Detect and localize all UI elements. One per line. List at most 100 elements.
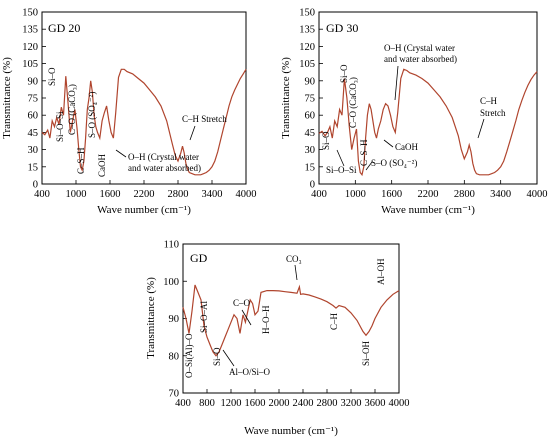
gd20-y-tick-label: 45 <box>28 128 39 139</box>
gd30-x-tick-label: 2800 <box>454 189 475 200</box>
gd20-y-tick-label: 30 <box>28 145 39 156</box>
gd-ann-o-si-al-o: O–Si(Al)–O <box>184 333 194 378</box>
gd-x-tick-label: 3200 <box>341 398 362 409</box>
gd20-ann-s-o: S–O (SO₄⁻²) <box>87 92 97 138</box>
gd20-y-tick-label: 105 <box>22 59 38 70</box>
gd30-x-tick-label: 1600 <box>381 189 402 200</box>
gd-ann-si-o: Si–O <box>212 347 222 366</box>
gd20-x-tick-label: 2800 <box>168 189 189 200</box>
gd-ann-al-oh: Al–OH <box>376 258 386 285</box>
gd30-x-tick-label: 3400 <box>490 189 511 200</box>
gd20-y-axis-label: Transmittance (%) <box>1 57 13 139</box>
gd-co3-arrow <box>294 264 298 281</box>
gd-ann-si-oh: Si–OH <box>361 340 371 366</box>
gd-ann-c-h: C–H <box>329 312 339 330</box>
gd30-y-tick-label: 75 <box>305 94 316 105</box>
gd30-x-axis-label: Wave number (cm⁻¹) <box>381 204 475 216</box>
gd20-y-tick-label: 15 <box>28 162 39 173</box>
gd30-x-tick-label: 4000 <box>527 189 548 200</box>
gd30-spectrum-line <box>318 68 538 177</box>
gd30-ann-oh-1: O–H (Crystal water <box>384 43 455 53</box>
gd20-y-tick-label: 120 <box>22 42 38 53</box>
gd-x-tick-label: 3600 <box>365 398 386 409</box>
gd20-y-tick-label: 60 <box>28 111 39 122</box>
gd-x-tick-label: 2400 <box>293 398 314 409</box>
gd30-y-tick-label: 30 <box>305 145 316 156</box>
gd-y-tick-label: 80 <box>169 351 180 362</box>
gd30-y-tick-label: 105 <box>299 59 315 70</box>
gd20-ann-oh-1: O–H (Crystal water <box>128 152 199 162</box>
gd20-x-tick-label: 1600 <box>100 189 121 200</box>
gd-y-tick-label: 70 <box>169 389 180 400</box>
gd-plot-frame <box>182 243 400 394</box>
gd30-y-axis: 0 15 30 45 60 75 90 105 120 135 150 <box>299 8 323 191</box>
gd20-ann-c-s-h: C–S–H <box>76 147 86 174</box>
gd-x-tick-label: 1600 <box>245 398 266 409</box>
panel-gd20: 400 1000 1600 2200 2800 3400 4000 0 15 30 45 60 75 9… <box>1 8 257 217</box>
gd-y-axis-label: Transmittance (%) <box>145 277 157 359</box>
gd20-x-tick-label: 1000 <box>66 189 87 200</box>
gd30-y-tick-label: 90 <box>305 76 316 87</box>
panel-gd30: 400 1000 1600 2200 2800 3400 4000 0 15 30 45 60 75 9… <box>280 8 548 217</box>
gd20-ann-si-o: Si–O <box>47 67 57 86</box>
gd-x-tick-label: 4000 <box>389 398 410 409</box>
gd20-oh-arrow <box>115 149 127 158</box>
gd30-ann-si-o-si: Si–O–Si <box>326 165 357 175</box>
gd20-x-tick-label: 400 <box>34 189 50 200</box>
gd20-ann-si-o-si: Si–O–Si <box>55 111 65 142</box>
gd30-panel-title: GD 30 <box>326 21 358 35</box>
gd20-spectrum-line <box>41 68 247 176</box>
gd30-y-tick-label: 45 <box>305 128 316 139</box>
gd20-panel-title: GD 20 <box>48 21 80 35</box>
gd-x-axis-label: Wave number (cm⁻¹) <box>244 425 338 437</box>
gd-x-tick-label: 2800 <box>317 398 338 409</box>
gd20-ann-c-o: C–O (CaCO₃) <box>67 84 77 135</box>
gd-ann-c-o: C–O <box>233 298 251 308</box>
gd30-y-tick-label: 15 <box>305 162 316 173</box>
gd-alo-arrow <box>222 349 235 367</box>
gd30-y-tick-label: 0 <box>310 180 315 191</box>
gd20-y-tick-label: 135 <box>22 25 38 36</box>
gd20-ann-c-h: C–H Stretch <box>182 114 227 124</box>
gd30-ann-caoh: CaOH <box>395 142 418 152</box>
gd30-y-tick-label: 135 <box>299 25 315 36</box>
gd30-oh-arrow <box>394 65 399 101</box>
gd20-ann-oh-2: and water absorbed) <box>128 163 201 173</box>
gd20-y-tick-label: 150 <box>22 8 38 19</box>
gd30-x-tick-label: 1000 <box>345 189 366 200</box>
gd30-ann-c-h: C–H <box>480 96 498 106</box>
gd-ann-si-o-al: Si–O–Al <box>199 300 209 333</box>
gd30-ch-arrow <box>477 118 485 139</box>
gd30-ann-oh-2: and water absorbed) <box>384 54 457 64</box>
gd30-ann-stretch: Stretch <box>480 108 506 118</box>
gd-y-tick-label: 90 <box>169 314 180 325</box>
gd30-x-tick-label: 400 <box>311 189 327 200</box>
gd-x-tick-label: 800 <box>199 398 215 409</box>
gd20-x-axis-label: Wave number (cm⁻¹) <box>97 204 191 216</box>
gd-x-tick-label: 400 <box>175 398 191 409</box>
panel-gd: 400 800 1200 1600 2000 2400 2800 3200 3600 4000 7… <box>145 240 410 438</box>
gd30-ann-c-s-h: C–S–H <box>359 139 369 166</box>
gd20-ann-caoh: CaOH <box>97 154 107 177</box>
gd30-ann-s-o: S–O (SO₄⁻²) <box>371 158 417 168</box>
gd-ann-al-o-si-o: Al–O/Si–O <box>229 367 271 377</box>
gd-x-tick-label: 2000 <box>269 398 290 409</box>
gd30-y-tick-label: 150 <box>299 8 315 19</box>
gd30-y-tick-label: 60 <box>305 111 316 122</box>
gd20-x-axis: 400 1000 1600 2200 2800 3400 4000 <box>34 180 257 200</box>
gd20-y-tick-label: 90 <box>28 76 39 87</box>
gd-co-arrow <box>241 309 252 326</box>
gd-y-tick-label: 110 <box>164 240 179 251</box>
gd30-y-axis-label: Transmittance (%) <box>280 57 292 139</box>
gd-x-axis: 400 800 1200 1600 2000 2400 2800 3200 3600 4000 <box>175 389 410 409</box>
gd30-y-tick-label: 120 <box>299 42 315 53</box>
gd20-x-tick-label: 2200 <box>134 189 155 200</box>
gd30-ann-c-o: C–O (CaCO₃) <box>348 77 358 128</box>
gd20-y-tick-label: 75 <box>28 94 39 105</box>
gd30-x-tick-label: 2200 <box>418 189 439 200</box>
gd20-y-tick-label: 0 <box>33 180 38 191</box>
gd30-x-axis: 400 1000 1600 2200 2800 3400 4000 <box>311 180 548 200</box>
gd-ann-h-o-h: H–O–H <box>261 305 271 334</box>
gd30-caoh-arrow <box>383 139 394 148</box>
